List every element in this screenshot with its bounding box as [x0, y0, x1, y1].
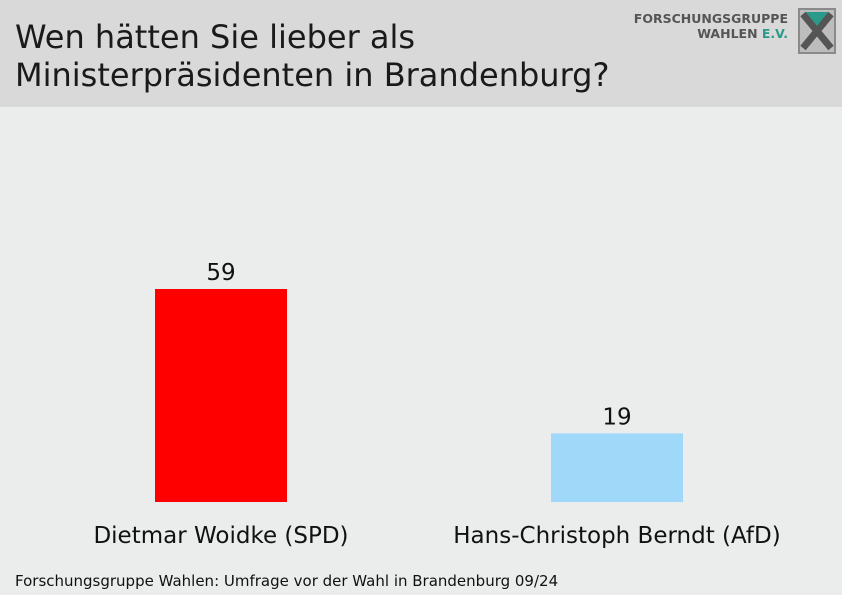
logo-line-2-main: WAHLEN	[697, 26, 758, 41]
title-line-2: Ministerpräsidenten in Brandenburg?	[15, 56, 610, 94]
logo: FORSCHUNGSGRUPPE WAHLEN E.V.	[634, 8, 836, 56]
page-title: Wen hätten Sie lieber als Ministerpräsid…	[15, 18, 655, 94]
bar-2	[551, 433, 683, 502]
logo-text: FORSCHUNGSGRUPPE WAHLEN E.V.	[634, 11, 788, 41]
category-label-1: Dietmar Woidke (SPD)	[93, 523, 348, 549]
bar-value-label-1: 59	[206, 260, 235, 286]
bar-1	[155, 289, 287, 502]
bar-chart: 59 Dietmar Woidke (SPD) 19 Hans-Christoph B…	[93, 260, 780, 549]
fgw-x-logo-icon	[798, 8, 836, 54]
bar-value-label-2: 19	[602, 404, 631, 430]
logo-line-1: FORSCHUNGSGRUPPE	[633, 11, 788, 26]
source-note: Forschungsgruppe Wahlen: Umfrage vor der…	[15, 572, 559, 590]
title-line-1: Wen hätten Sie lieber als	[15, 18, 416, 56]
category-label-2: Hans-Christoph Berndt (AfD)	[453, 523, 780, 549]
header-bar: Wen hätten Sie lieber als Ministerpräsid…	[0, 0, 842, 107]
logo-line-2-suffix: E.V.	[761, 26, 788, 41]
logo-line-2: WAHLEN E.V.	[634, 26, 788, 41]
